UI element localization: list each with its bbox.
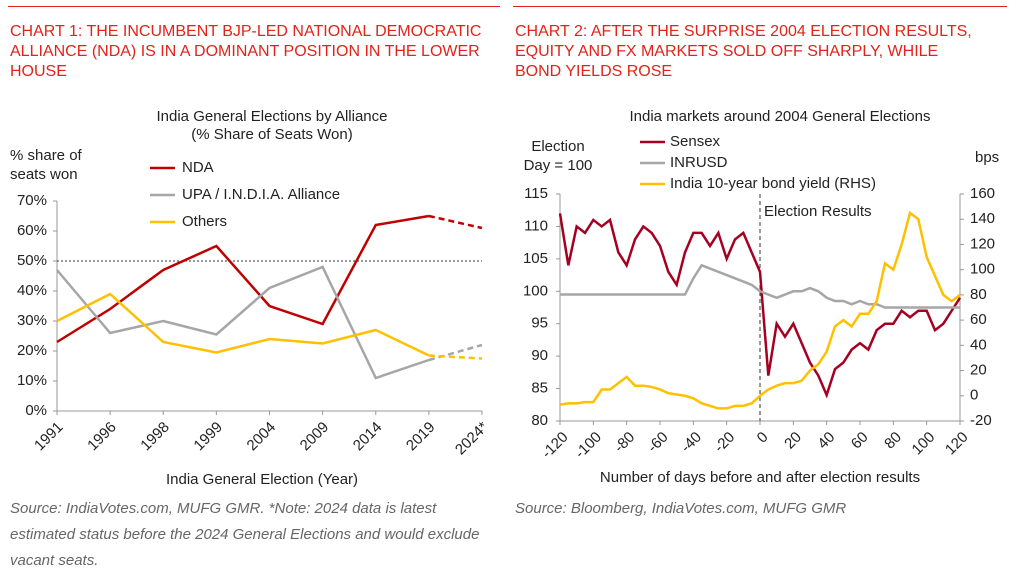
heading: CHART 1: THE INCUMBENT BJP-LED NATIONAL … [10, 23, 482, 80]
x-tick-label: 1991 [31, 419, 67, 455]
rule [8, 6, 500, 7]
legend-label: UPA / I.N.D.I.A. Alliance [182, 186, 340, 203]
line [428, 214, 483, 230]
x-tick-label: 80 [881, 429, 905, 453]
y-tick-label: 90 [531, 347, 548, 364]
y-tick-label: 10% [17, 372, 47, 389]
y2-tick-label: 60 [970, 311, 987, 328]
line [56, 214, 430, 344]
line [560, 263, 960, 309]
x-tick-label: -60 [644, 429, 671, 456]
x-tick-label: 2009 [297, 419, 333, 455]
x-tick-label: -120 [538, 429, 571, 462]
line [56, 265, 430, 380]
y-tick-label: 110 [524, 217, 548, 234]
y-tick-label: 30% [17, 312, 47, 329]
line [559, 210, 961, 410]
y-tick-label: 60% [17, 222, 47, 239]
y-tick-label: 100 [523, 282, 548, 299]
x-tick-label: 2004 [244, 419, 280, 455]
y-tick-label: 0% [25, 402, 47, 419]
x-tick-label: -100 [572, 429, 605, 462]
chart-subtitle: (% Share of Seats Won) [191, 126, 352, 143]
y2-tick-label: -20 [970, 412, 992, 429]
source: Source: Bloomberg, IndiaVotes.com, MUFG … [515, 500, 847, 517]
legend-label: India 10-year bond yield (RHS) [670, 175, 876, 192]
x-tick-label: 0 [754, 429, 772, 447]
chart-title: India markets around 2004 General Electi… [629, 108, 930, 125]
x-tick-label: 40 [814, 429, 838, 453]
line [56, 292, 430, 357]
x-tick-label: 2024* [452, 419, 492, 459]
x-tick-label: -40 [678, 429, 705, 456]
legend-label: INRUSD [670, 154, 728, 171]
y-tick-label: 80 [531, 412, 548, 429]
y2-tick-label: 0 [970, 387, 978, 404]
legend-label: Sensex [670, 133, 721, 150]
y-tick-label: 20% [17, 342, 47, 359]
y-axis-label: Election Day = 100 [523, 138, 593, 174]
y-tick-label: 105 [523, 250, 548, 267]
source: Source: IndiaVotes.com, MUFG GMR. *Note:… [10, 500, 480, 569]
y-tick-label: 115 [524, 185, 548, 202]
y-tick-label: 85 [531, 380, 548, 397]
rule [513, 6, 1007, 7]
x-axis-label: Number of days before and after election… [600, 469, 920, 486]
y2-tick-label: 100 [970, 261, 995, 278]
x-tick-label: 60 [848, 429, 872, 453]
line [558, 213, 962, 399]
y2-tick-label: 120 [970, 235, 995, 252]
chart-title: India General Elections by Alliance [157, 108, 388, 125]
y2-tick-label: 80 [970, 286, 987, 303]
x-tick-label: -80 [611, 429, 638, 456]
legend-label: NDA [182, 159, 214, 176]
x-axis-label: India General Election (Year) [166, 471, 358, 488]
y2-tick-label: 40 [970, 336, 987, 353]
y-tick-label: 50% [17, 252, 47, 269]
x-tick-label: 20 [781, 429, 805, 453]
heading: CHART 2: AFTER THE SURPRISE 2004 ELECTIO… [515, 23, 972, 80]
y-tick-label: 70% [17, 192, 47, 209]
x-tick-label: 120 [942, 429, 972, 459]
x-tick-label: 100 [909, 429, 939, 459]
x-tick-label: 1998 [137, 419, 173, 455]
x-tick-label: 2014 [350, 419, 386, 455]
y2-axis-label: bps [975, 149, 999, 166]
y2-tick-label: 140 [970, 210, 995, 227]
line [428, 354, 483, 360]
y2-tick-label: 160 [970, 185, 995, 202]
x-tick-label: 2019 [403, 419, 439, 455]
annotation: Election Results [764, 203, 872, 220]
y-tick-label: 95 [531, 315, 548, 332]
y-tick-label: 40% [17, 282, 47, 299]
x-tick-label: 1996 [84, 419, 120, 455]
legend-label: Others [182, 213, 227, 230]
y2-tick-label: 20 [970, 362, 987, 379]
y-axis-label: % share of seats won [10, 147, 82, 183]
x-tick-label: 1999 [190, 419, 226, 455]
x-tick-label: -20 [711, 429, 738, 456]
